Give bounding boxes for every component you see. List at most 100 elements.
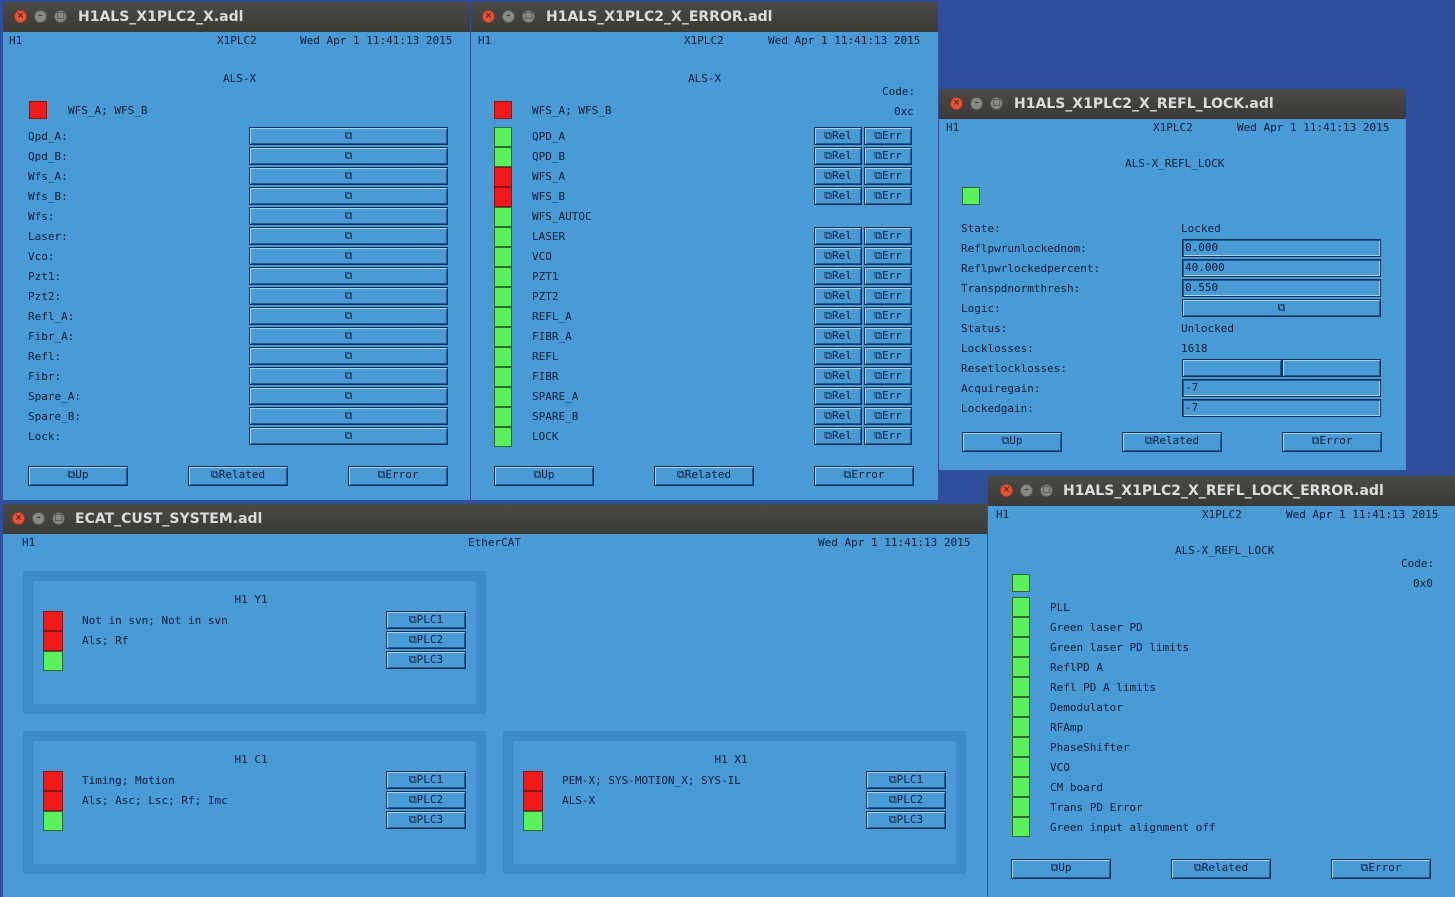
row-related-display-button[interactable]: ⧉ xyxy=(249,247,448,265)
plc-button[interactable]: ⧉PLC3 xyxy=(866,811,946,829)
plc-button-label: PLC1 xyxy=(416,613,444,626)
logic-button[interactable]: ⧉ xyxy=(1182,299,1381,317)
titlebar[interactable]: × – □ ECAT_CUST_SYSTEM.adl xyxy=(3,504,987,534)
plc-button[interactable]: ⧉PLC1 xyxy=(866,771,946,789)
related-button[interactable]: ⧉Related xyxy=(1122,432,1222,452)
plc-button[interactable]: ⧉PLC2 xyxy=(866,791,946,809)
row-related-display-button[interactable]: ⧉ xyxy=(249,267,448,285)
err-button[interactable]: ⧉Err xyxy=(864,307,912,325)
close-icon[interactable]: × xyxy=(12,512,25,525)
maximize-icon[interactable]: □ xyxy=(990,97,1003,110)
up-button[interactable]: ⧉Up xyxy=(1011,859,1111,879)
field-input[interactable]: -7 xyxy=(1182,399,1381,417)
err-button[interactable]: ⧉Err xyxy=(864,327,912,345)
err-button[interactable]: ⧉Err xyxy=(864,427,912,445)
plc-button[interactable]: ⧉PLC1 xyxy=(386,771,466,789)
plc-button[interactable]: ⧉PLC3 xyxy=(386,651,466,669)
row-related-display-button[interactable]: ⧉ xyxy=(249,147,448,165)
up-button[interactable]: ⧉Up xyxy=(28,466,128,486)
row-related-display-button[interactable]: ⧉ xyxy=(249,227,448,245)
rel-button[interactable]: ⧉Rel xyxy=(814,247,862,265)
row-related-display-button[interactable]: ⧉ xyxy=(249,387,448,405)
rel-button[interactable]: ⧉Rel xyxy=(814,367,862,385)
err-button[interactable]: ⧉Err xyxy=(864,407,912,425)
rel-button[interactable]: ⧉Rel xyxy=(814,287,862,305)
err-button[interactable]: ⧉Err xyxy=(864,347,912,365)
err-button[interactable]: ⧉Err xyxy=(864,287,912,305)
row-related-display-button[interactable]: ⧉ xyxy=(249,347,448,365)
close-icon[interactable]: × xyxy=(950,97,963,110)
rel-button[interactable]: ⧉Rel xyxy=(814,187,862,205)
reset-locklosses-button[interactable] xyxy=(1182,359,1282,377)
info-header: H1 X1PLC2 Wed Apr 1 11:41:13 2015 xyxy=(988,506,1455,524)
err-button[interactable]: ⧉Err xyxy=(864,127,912,145)
close-icon[interactable]: × xyxy=(14,10,27,23)
row-related-display-button[interactable]: ⧉ xyxy=(249,307,448,325)
rel-button[interactable]: ⧉Rel xyxy=(814,327,862,345)
related-button[interactable]: ⧉Related xyxy=(188,466,288,486)
err-button[interactable]: ⧉Err xyxy=(864,147,912,165)
err-button[interactable]: ⧉Err xyxy=(864,187,912,205)
row-related-display-button[interactable]: ⧉ xyxy=(249,367,448,385)
rel-button[interactable]: ⧉Rel xyxy=(814,307,862,325)
plc-button[interactable]: ⧉PLC3 xyxy=(386,811,466,829)
rel-button[interactable]: ⧉Rel xyxy=(814,167,862,185)
error-button[interactable]: ⧉Error xyxy=(1331,859,1431,879)
minimize-icon[interactable]: – xyxy=(1020,484,1033,497)
err-button[interactable]: ⧉Err xyxy=(864,367,912,385)
err-button[interactable]: ⧉Err xyxy=(864,247,912,265)
row-related-display-button[interactable]: ⧉ xyxy=(249,407,448,425)
group-title: H1 C1 xyxy=(234,753,268,766)
row-related-display-button[interactable]: ⧉ xyxy=(249,187,448,205)
field-input[interactable]: -7 xyxy=(1182,379,1381,397)
maximize-icon[interactable]: □ xyxy=(1040,484,1053,497)
up-button[interactable]: ⧉Up xyxy=(962,432,1062,452)
error-button[interactable]: ⧉Error xyxy=(1282,432,1382,452)
rel-button[interactable]: ⧉Rel xyxy=(814,407,862,425)
plc-button[interactable]: ⧉PLC2 xyxy=(386,631,466,649)
minimize-icon[interactable]: – xyxy=(502,10,515,23)
field-input[interactable]: 0.000 xyxy=(1182,239,1381,257)
rel-button[interactable]: ⧉Rel xyxy=(814,387,862,405)
err-button[interactable]: ⧉Err xyxy=(864,267,912,285)
maximize-icon[interactable]: □ xyxy=(54,10,67,23)
rel-button[interactable]: ⧉Rel xyxy=(814,427,862,445)
close-icon[interactable]: × xyxy=(482,10,495,23)
reset-locklosses-button-2[interactable] xyxy=(1282,359,1381,377)
plc-button[interactable]: ⧉PLC1 xyxy=(386,611,466,629)
related-button[interactable]: ⧉Related xyxy=(1171,859,1271,879)
row-related-display-button[interactable]: ⧉ xyxy=(249,127,448,145)
minimize-icon[interactable]: – xyxy=(970,97,983,110)
err-button[interactable]: ⧉Err xyxy=(864,167,912,185)
maximize-icon[interactable]: □ xyxy=(522,10,535,23)
rel-button[interactable]: ⧉Rel xyxy=(814,127,862,145)
close-icon[interactable]: × xyxy=(1000,484,1013,497)
titlebar[interactable]: × – □ H1ALS_X1PLC2_X_ERROR.adl xyxy=(471,2,938,32)
plc-button[interactable]: ⧉PLC2 xyxy=(386,791,466,809)
row-related-display-button[interactable]: ⧉ xyxy=(249,327,448,345)
titlebar[interactable]: × – □ H1ALS_X1PLC2_X.adl xyxy=(3,2,470,32)
row-label: PLL xyxy=(1050,601,1070,614)
minimize-icon[interactable]: – xyxy=(34,10,47,23)
minimize-icon[interactable]: – xyxy=(32,512,45,525)
maximize-icon[interactable]: □ xyxy=(52,512,65,525)
row-related-display-button[interactable]: ⧉ xyxy=(249,427,448,445)
rel-button[interactable]: ⧉Rel xyxy=(814,267,862,285)
error-button[interactable]: ⧉Error xyxy=(814,466,914,486)
rel-button[interactable]: ⧉Rel xyxy=(814,147,862,165)
rel-button[interactable]: ⧉Rel xyxy=(814,227,862,245)
row-related-display-button[interactable]: ⧉ xyxy=(249,207,448,225)
row-related-display-button[interactable]: ⧉ xyxy=(249,167,448,185)
row-related-display-button[interactable]: ⧉ xyxy=(249,287,448,305)
field-input[interactable]: 0.550 xyxy=(1182,279,1381,297)
titlebar[interactable]: × – □ H1ALS_X1PLC2_X_REFL_LOCK_ERROR.adl xyxy=(988,476,1455,506)
error-button[interactable]: ⧉Error xyxy=(348,466,448,486)
rel-button[interactable]: ⧉Rel xyxy=(814,347,862,365)
err-button[interactable]: ⧉Err xyxy=(864,227,912,245)
date-label: Wed Apr 1 11:41:13 2015 xyxy=(1237,121,1390,134)
related-button[interactable]: ⧉Related xyxy=(654,466,754,486)
up-button[interactable]: ⧉Up xyxy=(494,466,594,486)
titlebar[interactable]: × – □ H1ALS_X1PLC2_X_REFL_LOCK.adl xyxy=(939,89,1406,119)
err-button[interactable]: ⧉Err xyxy=(864,387,912,405)
field-input[interactable]: 40.000 xyxy=(1182,259,1381,277)
